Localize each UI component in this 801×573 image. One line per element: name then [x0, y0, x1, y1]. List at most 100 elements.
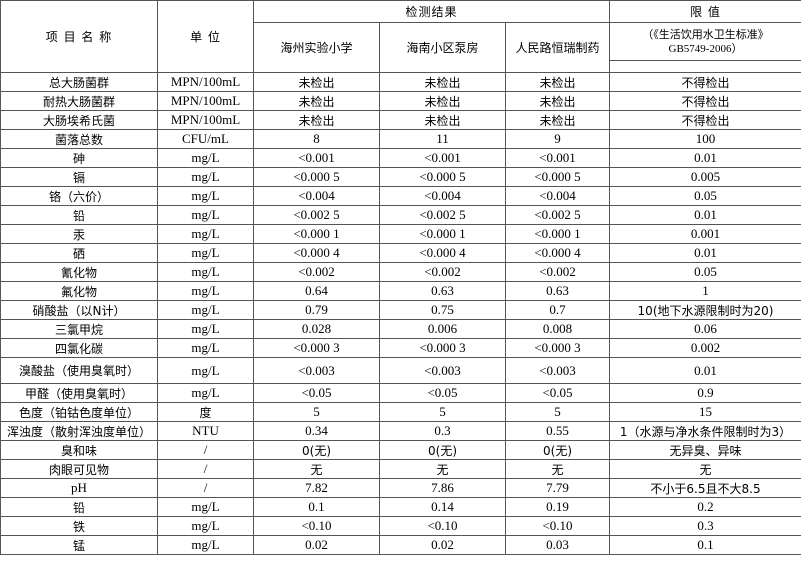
result-value: <0.000 4: [379, 243, 506, 263]
data-row: 氟化物 mg/L 0.64 0.63 0.63 1: [0, 281, 801, 301]
data-row: 溴酸盐（使用臭氧时） mg/L <0.003 <0.003 <0.003 0.01: [0, 357, 801, 384]
limit-value: 15: [609, 402, 801, 422]
unit: /: [157, 440, 254, 460]
unit: mg/L: [157, 497, 254, 517]
limit-value: 不得检出: [609, 72, 801, 92]
unit: mg/L: [157, 243, 254, 263]
data-row: 菌落总数 CFU/mL 8 11 9 100: [0, 129, 801, 149]
data-row: 砷 mg/L <0.001 <0.001 <0.001 0.01: [0, 148, 801, 168]
result-value: <0.05: [379, 383, 506, 403]
data-row: 三氯甲烷 mg/L 0.028 0.006 0.008 0.06: [0, 319, 801, 339]
item-name: 氰化物: [0, 262, 158, 282]
result-value: <0.001: [253, 148, 380, 168]
result-value: <0.05: [253, 383, 380, 403]
limit-value: 1: [609, 281, 801, 301]
item-name: 色度（铂钴色度单位）: [0, 402, 158, 422]
unit: mg/L: [157, 224, 254, 244]
empty-cell: [609, 60, 801, 73]
result-value: <0.000 3: [253, 338, 380, 358]
result-value: 9: [505, 129, 610, 149]
result-value: <0.000 4: [253, 243, 380, 263]
result-value: <0.004: [253, 186, 380, 206]
unit: mg/L: [157, 516, 254, 536]
item-name: 汞: [0, 224, 158, 244]
item-name: 氟化物: [0, 281, 158, 301]
item-name: 锰: [0, 535, 158, 555]
result-value: <0.000 3: [379, 338, 506, 358]
results-table: 项 目 名 称 单 位 检测结果 限 值 海州实验小学 海南小区泵房 人民路恒瑞…: [0, 0, 801, 555]
item-name: 硒: [0, 243, 158, 263]
limit-value: 无: [609, 459, 801, 479]
standard-line: GB5749-2006）: [668, 42, 743, 55]
result-value: <0.000 4: [505, 243, 610, 263]
result-value: 0(无): [505, 440, 610, 460]
limit-value: 不得检出: [609, 110, 801, 130]
unit: 度: [157, 402, 254, 422]
result-value: 5: [253, 402, 380, 422]
data-row: pH/7.82 7.86 7.79 不小于6.5且不大8.5: [0, 478, 801, 498]
result-value: 0.02: [379, 535, 506, 555]
result-value: 未检出: [379, 110, 506, 130]
limit-value: 无异臭、异味: [609, 440, 801, 460]
table-body: 项 目 名 称 单 位 检测结果 限 值 海州实验小学 海南小区泵房 人民路恒瑞…: [0, 0, 801, 555]
result-value: 8: [253, 129, 380, 149]
result-value: <0.004: [505, 186, 610, 206]
unit: mg/L: [157, 205, 254, 225]
item-name: 三氯甲烷: [0, 319, 158, 339]
result-value: 未检出: [505, 72, 610, 92]
result-value: <0.000 5: [505, 167, 610, 187]
standard-line: （《生活饮用水卫生标准》: [642, 27, 769, 41]
result-value: 7.82: [253, 478, 380, 498]
header-results: 检测结果: [253, 0, 610, 23]
result-value: 无: [253, 459, 380, 479]
unit: mg/L: [157, 319, 254, 339]
item-name: 镉: [0, 167, 158, 187]
data-row: 汞 mg/L <0.000 1 <0.000 1 <0.000 1 0.001: [0, 224, 801, 244]
result-value: 11: [379, 129, 506, 149]
result-value: 5: [379, 402, 506, 422]
header-site: 海州实验小学: [253, 22, 380, 73]
data-row: 硝酸盐（以N计） mg/L 0.79 0.75 0.7 10(地下水源限制时为20): [0, 300, 801, 320]
limit-value: 0.002: [609, 338, 801, 358]
item-name: 甲醛（使用臭氧时）: [0, 383, 158, 403]
result-value: 无: [379, 459, 506, 479]
result-value: <0.003: [253, 357, 380, 384]
unit: /: [157, 459, 254, 479]
result-value: 0.63: [379, 281, 506, 301]
unit: mg/L: [157, 357, 254, 384]
result-value: 0.64: [253, 281, 380, 301]
header-site: 海南小区泵房: [379, 22, 506, 73]
item-name: 菌落总数: [0, 129, 158, 149]
unit: mg/L: [157, 167, 254, 187]
limit-value: 0.2: [609, 497, 801, 517]
limit-value: 100: [609, 129, 801, 149]
unit: mg/L: [157, 383, 254, 403]
limit-value: 0.06: [609, 319, 801, 339]
result-value: <0.001: [505, 148, 610, 168]
data-row: 锰 mg/L 0.02 0.02 0.03 0.1: [0, 535, 801, 555]
data-row: 铅 mg/L 0.1 0.14 0.19 0.2: [0, 497, 801, 517]
item-name: pH: [0, 478, 158, 498]
result-value: 未检出: [379, 72, 506, 92]
result-value: 0(无): [253, 440, 380, 460]
result-value: <0.002 5: [379, 205, 506, 225]
data-row: 色度（铂钴色度单位）度 5 5 5 15: [0, 402, 801, 422]
result-value: <0.004: [379, 186, 506, 206]
unit: mg/L: [157, 281, 254, 301]
result-value: 0.75: [379, 300, 506, 320]
result-value: 0.79: [253, 300, 380, 320]
item-name: 大肠埃希氏菌: [0, 110, 158, 130]
data-row: 铬（六价） mg/L <0.004 <0.004 <0.004 0.05: [0, 186, 801, 206]
header-site: 人民路恒瑞制药: [505, 22, 610, 73]
result-value: <0.002: [253, 262, 380, 282]
header-row: 项 目 名 称 单 位 检测结果 限 值: [0, 0, 801, 73]
result-value: <0.000 3: [505, 338, 610, 358]
header-item: 项 目 名 称: [0, 0, 158, 73]
unit: mg/L: [157, 186, 254, 206]
limit-value: 0.1: [609, 535, 801, 555]
result-value: <0.003: [505, 357, 610, 384]
item-name: 浑浊度（散射浑浊度单位）: [0, 421, 158, 441]
limit-value: 0.3: [609, 516, 801, 536]
result-value: 0(无): [379, 440, 506, 460]
result-value: <0.000 5: [379, 167, 506, 187]
